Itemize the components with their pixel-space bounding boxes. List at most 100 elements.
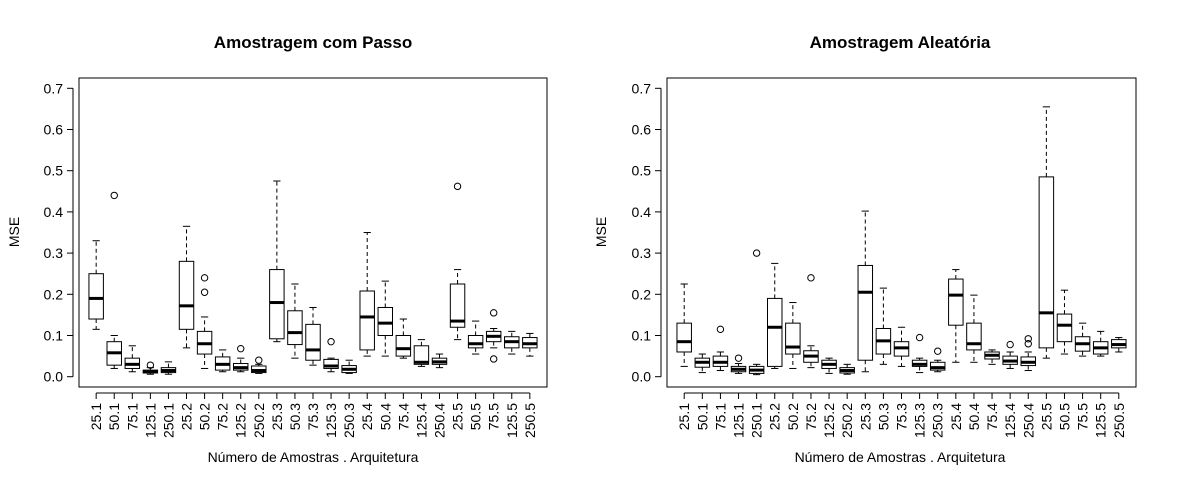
iqr-box [467,335,484,349]
x-tick-label: 250.4 [1020,403,1036,438]
outlier-point [734,354,743,362]
outlier-point [327,337,335,346]
outlier-point [200,288,209,296]
iqr-box [413,345,430,365]
y-tick-label: 0.1 [44,328,64,344]
outlier-point [489,355,498,363]
boxplot-50.1 [694,353,711,374]
x-tick-label: 50.5 [468,403,484,430]
y-tick-label: 0.6 [632,122,652,138]
panel-amostragem-aleatoria: Amostragem Aleatória Número de Amostras … [593,33,1137,465]
x-tick-label: 75.3 [894,403,910,430]
boxplot-125.1 [730,354,747,374]
x-tick-label: 125.2 [821,403,837,438]
iqr-box [1038,176,1055,349]
y-tick-label: 0.4 [44,204,64,220]
boxplot-250.5 [1111,337,1127,353]
boxplot-50.4 [377,280,394,357]
x-tick-label: 75.4 [395,403,411,430]
boxplot-75.1 [124,345,141,373]
iqr-box [359,290,375,351]
x-tick-label: 75.5 [486,403,502,430]
x-tick-label: 125.4 [1002,403,1018,438]
x-tick-label: 250.2 [839,403,855,438]
chart-title: Amostragem Aleatória [810,33,991,52]
panel-amostragem-com-passo: Amostragem com Passo Número de Amostras … [6,33,548,465]
boxplot-250.5 [522,332,538,357]
x-tick-label: 25.5 [1038,403,1054,430]
outlier-point [237,344,245,353]
iqr-box [305,323,321,361]
x-tick-label: 75.2 [215,403,231,430]
boxplot-125.2 [821,357,837,374]
y-tick-label: 0.6 [44,122,64,138]
boxplot-25.2 [767,262,783,369]
iqr-box [88,273,104,320]
x-tick-label: 125.3 [912,403,928,438]
x-tick-label: 250.3 [930,403,946,438]
boxplot-75.4 [984,349,1000,365]
boxplot-50.5 [467,320,484,355]
outlier-point [489,309,498,317]
outlier-point [146,361,155,369]
x-tick-label: 250.1 [749,403,765,438]
boxplot-25.4 [948,269,964,363]
y-tick-label: 0.1 [632,328,652,344]
iqr-box [287,310,303,346]
boxplot-125.5 [1092,330,1109,357]
iqr-box [178,260,195,330]
x-tick-label: 75.3 [305,403,321,430]
boxplot-50.4 [966,294,982,363]
boxplot-75.1 [712,325,729,372]
boxplot-50.2 [785,302,801,369]
boxplot-250.4 [431,353,448,369]
x-tick-label: 50.2 [197,403,213,430]
x-tick-label: 125.1 [731,403,747,438]
y-tick-label: 0.3 [44,245,64,261]
boxplot-125.3 [323,337,339,373]
x-tick-label: 50.3 [875,403,891,430]
boxplot-250.2 [251,356,267,374]
y-tick-label: 0.3 [632,245,652,261]
x-tick-label: 125.3 [323,403,339,438]
iqr-box [377,306,394,337]
boxplot-25.1 [676,283,692,367]
x-tick-label: 250.4 [431,403,447,438]
x-tick-label: 75.2 [803,403,819,430]
x-tick-label: 250.2 [251,403,267,438]
x-tick-label: 75.4 [984,403,1000,430]
boxplot-25.4 [359,232,375,357]
x-tick-label: 250.5 [522,403,538,438]
iqr-box [857,264,874,361]
x-tick-label: 50.2 [785,403,801,430]
iqr-box [785,322,801,355]
x-tick-label: 75.5 [1075,403,1091,430]
x-tick-label: 125.4 [413,403,429,438]
boxplot-50.1 [106,191,122,369]
y-tick-label: 0.7 [44,80,64,96]
boxplot-75.3 [305,306,321,366]
boxplot-25.2 [178,225,195,349]
outlier-point [255,356,263,364]
iqr-box [323,358,339,369]
boxplot-25.5 [449,182,466,341]
x-tick-label: 75.1 [124,403,140,430]
iqr-box [1056,313,1073,343]
outlier-point [716,325,725,334]
x-tick-label: 50.4 [377,403,393,430]
plot-frame [78,77,548,388]
outlier-point [453,182,462,191]
boxplot-50.2 [196,274,213,369]
iqr-box [449,283,466,328]
x-tick-label: 125.5 [1093,403,1109,438]
boxplot-250.2 [839,363,855,375]
boxplot-25.3 [857,210,874,373]
y-tick-label: 0.0 [632,369,652,385]
x-tick-label: 75.1 [712,403,728,430]
y-axis-label: MSE [6,217,22,247]
x-tick-label: 125.1 [142,403,158,438]
x-tick-label: 25.3 [269,403,285,430]
iqr-box [676,322,692,353]
boxplot-25.3 [269,180,285,343]
y-tick-label: 0.5 [44,163,64,179]
